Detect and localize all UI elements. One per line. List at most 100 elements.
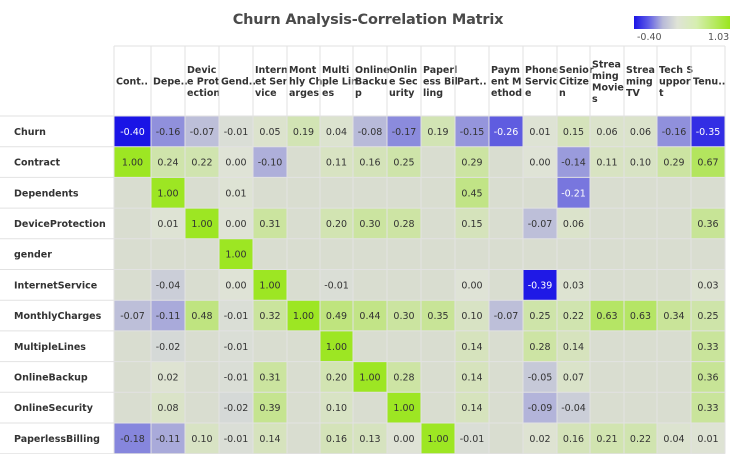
row-label-monthlycharges: MonthlyCharges bbox=[14, 311, 102, 322]
column-header-18-line-1: Tenu.. bbox=[693, 77, 725, 88]
cell-churn-11 bbox=[455, 116, 489, 147]
cell-value-dependents-4: 0.01 bbox=[225, 188, 246, 199]
cell-value-contract-13: 0.00 bbox=[529, 158, 550, 169]
cell-value-churn-10: 0.19 bbox=[427, 127, 448, 138]
cell-monthlycharges-2 bbox=[151, 300, 185, 331]
column-header-13-line-2: Servic bbox=[525, 77, 558, 88]
cell-monthlycharges-6 bbox=[287, 300, 320, 331]
cell-contract-3 bbox=[185, 146, 219, 178]
cell-multiplelines-7 bbox=[320, 330, 353, 362]
cell-contract-4 bbox=[219, 146, 253, 178]
cell-contract-15 bbox=[590, 146, 624, 178]
cell-value-internetservice-13: -0.39 bbox=[528, 280, 553, 291]
row-label-paperlessbilling: PaperlessBilling bbox=[14, 434, 100, 445]
cell-value-contract-16: 0.10 bbox=[630, 158, 651, 169]
column-header-13-line-3: e bbox=[525, 88, 531, 99]
cell-value-monthlycharges-2: -0.11 bbox=[156, 311, 181, 322]
cell-dependents-11 bbox=[455, 177, 489, 209]
column-header-3-line-2: e Prot bbox=[187, 77, 220, 88]
cell-onlinebackup-13 bbox=[523, 361, 557, 393]
column-header-5-line-3: vice bbox=[255, 88, 277, 99]
cell-value-paperlessbilling-10: 1.00 bbox=[427, 434, 448, 445]
cell-contract-14 bbox=[557, 146, 590, 178]
cell-value-onlinesecurity-7: 0.10 bbox=[326, 403, 347, 414]
column-header-10-line-1: Paperl bbox=[423, 65, 457, 76]
cell-value-deviceprotection-11: 0.15 bbox=[461, 219, 482, 230]
cell-value-monthlycharges-4: -0.01 bbox=[224, 311, 249, 322]
cell-value-contract-7: 0.11 bbox=[326, 158, 347, 169]
row-label-churn: Churn bbox=[14, 127, 46, 138]
cell-contract-5 bbox=[253, 146, 287, 178]
cell-internetservice-13 bbox=[523, 269, 557, 301]
cell-deviceprotection-8 bbox=[353, 208, 387, 239]
cell-value-monthlycharges-17: 0.34 bbox=[663, 311, 684, 322]
column-header-10-line-3: ling bbox=[423, 88, 443, 99]
cell-internetservice-5 bbox=[253, 269, 287, 301]
cell-deviceprotection-9 bbox=[387, 208, 421, 239]
cell-value-multiplelines-2: -0.02 bbox=[156, 342, 181, 353]
cell-value-contract-11: 0.29 bbox=[461, 158, 482, 169]
cell-value-internetservice-18: 0.03 bbox=[697, 280, 718, 291]
cell-value-paperlessbilling-8: 0.13 bbox=[359, 434, 380, 445]
cell-internetservice-11 bbox=[455, 269, 489, 301]
cell-deviceprotection-7 bbox=[320, 208, 353, 239]
cell-value-churn-15: 0.06 bbox=[596, 127, 617, 138]
cell-onlinebackup-8 bbox=[353, 361, 387, 393]
cell-value-contract-9: 0.25 bbox=[393, 158, 414, 169]
cell-value-internetservice-2: -0.04 bbox=[156, 280, 181, 291]
cell-value-churn-18: -0.35 bbox=[696, 127, 721, 138]
cell-onlinesecurity-11 bbox=[455, 392, 489, 423]
cell-value-contract-18: 0.67 bbox=[697, 158, 718, 169]
cell-value-monthlycharges-16: 0.63 bbox=[630, 311, 651, 322]
column-header-9-line-1: Onlin bbox=[389, 65, 417, 76]
column-header-17-line-3: t bbox=[659, 88, 664, 99]
color-legend-bar bbox=[634, 16, 730, 29]
cell-multiplelines-11 bbox=[455, 330, 489, 362]
cell-internetservice-4 bbox=[219, 269, 253, 301]
cell-value-monthlycharges-10: 0.35 bbox=[427, 311, 448, 322]
cell-value-churn-7: 0.04 bbox=[326, 127, 347, 138]
cell-multiplelines-4 bbox=[219, 330, 253, 362]
cell-value-onlinebackup-7: 0.20 bbox=[326, 372, 347, 383]
cell-value-onlinebackup-9: 0.28 bbox=[393, 372, 414, 383]
cell-monthlycharges-9 bbox=[387, 300, 421, 331]
cell-value-monthlycharges-6: 1.00 bbox=[293, 311, 314, 322]
column-header-13-line-1: Phone bbox=[525, 65, 558, 76]
cell-value-paperlessbilling-15: 0.21 bbox=[596, 434, 617, 445]
cell-value-deviceprotection-7: 0.20 bbox=[326, 219, 347, 230]
cell-value-internetservice-7: -0.01 bbox=[324, 280, 349, 291]
cell-value-dependents-14: -0.21 bbox=[561, 188, 586, 199]
cell-value-contract-2: 0.24 bbox=[157, 158, 178, 169]
cell-dependents-2 bbox=[151, 177, 185, 209]
cell-churn-10 bbox=[421, 116, 455, 147]
cell-churn-12 bbox=[489, 116, 523, 147]
cell-churn-18 bbox=[691, 116, 725, 147]
cell-value-churn-9: -0.17 bbox=[392, 127, 417, 138]
cell-value-paperlessbilling-18: 0.01 bbox=[697, 434, 718, 445]
column-header-15-line-4: s bbox=[592, 94, 598, 105]
cell-value-onlinebackup-18: 0.36 bbox=[697, 372, 718, 383]
cell-churn-15 bbox=[590, 116, 624, 147]
cell-gender-4 bbox=[219, 238, 253, 270]
row-label-contract: Contract bbox=[14, 158, 61, 169]
cell-value-contract-4: 0.00 bbox=[225, 158, 246, 169]
column-header-1-line-1: Cont.. bbox=[116, 77, 148, 88]
cell-value-multiplelines-13: 0.28 bbox=[529, 342, 550, 353]
cell-value-monthlycharges-3: 0.48 bbox=[191, 311, 212, 322]
cell-onlinebackup-14 bbox=[557, 361, 590, 393]
cell-churn-8 bbox=[353, 116, 387, 147]
column-header-17-line-1: Tech S bbox=[659, 65, 693, 76]
column-header-8-line-2: Backu bbox=[355, 77, 387, 88]
cell-value-onlinesecurity-13: -0.09 bbox=[528, 403, 553, 414]
cell-value-paperlessbilling-14: 0.16 bbox=[563, 434, 584, 445]
legend-min-label: -0.40 bbox=[637, 32, 662, 43]
cell-value-churn-5: 0.05 bbox=[259, 127, 280, 138]
cell-monthlycharges-17 bbox=[657, 300, 691, 331]
column-header-9-line-2: e Sec bbox=[389, 77, 418, 88]
cell-onlinebackup-7 bbox=[320, 361, 353, 393]
cell-value-deviceprotection-18: 0.36 bbox=[697, 219, 718, 230]
cell-churn-16 bbox=[624, 116, 657, 147]
cell-onlinebackup-9 bbox=[387, 361, 421, 393]
column-header-3-line-1: Devic bbox=[187, 65, 216, 76]
column-header-3-line-3: ection bbox=[187, 88, 220, 99]
